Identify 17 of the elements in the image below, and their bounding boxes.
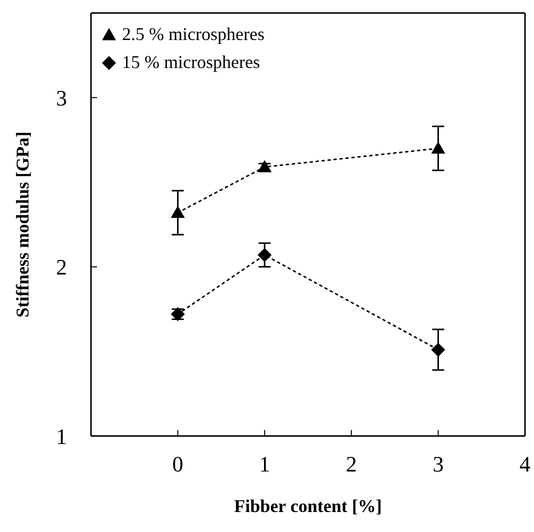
y-tick-label: 1 (56, 424, 67, 449)
y-tick-label: 3 (56, 85, 67, 110)
point (170, 206, 185, 218)
point (431, 141, 446, 154)
x-tick-label: 4 (520, 452, 530, 477)
point (258, 248, 272, 262)
point (431, 342, 446, 357)
x-tick-label: 1 (259, 452, 270, 477)
x-axis-title: Fibber content [%] (234, 496, 382, 516)
x-tick-label: 3 (432, 452, 444, 477)
point (258, 160, 272, 172)
x-tick-label: 0 (172, 452, 184, 477)
y-axis-title: Stiffness modulus [GPa] (12, 131, 32, 318)
legend-label: 15 % microspheres (122, 51, 260, 74)
x-tick-label: 2 (346, 452, 357, 477)
y-tick-label: 2 (56, 254, 67, 280)
legend-label: 2.5 % microspheres (122, 23, 264, 46)
